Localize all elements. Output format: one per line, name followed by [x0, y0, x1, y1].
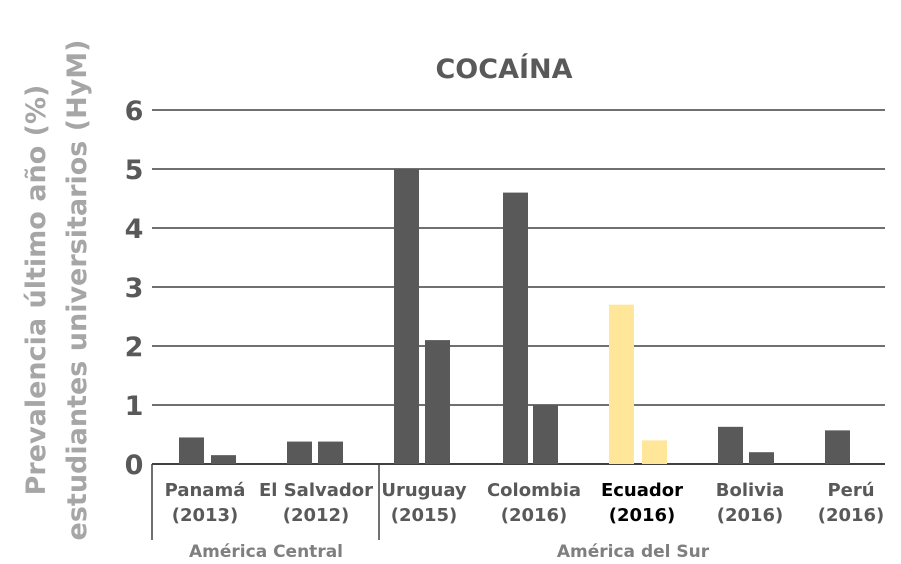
- bar-panamá-b: [211, 455, 236, 464]
- bar-uruguay-b: [425, 340, 450, 464]
- y-axis-title-line1: Prevalencia último año (%): [21, 85, 52, 496]
- x-category-label: Perú: [827, 480, 874, 501]
- bar-panamá-a: [179, 437, 204, 464]
- x-category-year: (2016): [818, 505, 885, 526]
- chart-title: COCAÍNA: [435, 53, 572, 85]
- y-tick-label: 3: [125, 273, 144, 304]
- x-category-label: Ecuador: [601, 480, 683, 501]
- x-category-year: (2016): [609, 505, 676, 526]
- x-category-label: Colombia: [487, 480, 581, 501]
- x-axis: Panamá (2013) El Salvador (2012) Uruguay (201…: [151, 464, 885, 562]
- group-label: América del Sur: [557, 542, 710, 562]
- bar-colombia-b: [533, 405, 558, 464]
- bar-colombia-a: [503, 192, 528, 464]
- bar-el-salvador-a: [287, 441, 312, 464]
- bar-bolivia-a: [718, 426, 743, 464]
- y-tick-label: 5: [125, 155, 144, 186]
- x-category-year: (2013): [172, 505, 239, 526]
- x-category-year: (2012): [283, 505, 350, 526]
- bar-uruguay-a: [394, 169, 419, 464]
- x-category-year: (2016): [501, 505, 568, 526]
- y-axis-title-line2: estudiantes universitarios (HyM): [62, 40, 93, 541]
- y-tick-label: 6: [125, 96, 144, 127]
- y-tick-label: 0: [125, 450, 144, 481]
- bar-bolivia-b: [749, 452, 774, 464]
- x-category-label: Uruguay: [381, 480, 467, 501]
- y-tick-labels: 0 1 2 3 4 5 6: [125, 96, 144, 481]
- x-category-year: (2015): [391, 505, 458, 526]
- group-label: América Central: [189, 542, 343, 562]
- bar-perú-a: [825, 430, 850, 464]
- bar-el-salvador-b: [318, 441, 343, 464]
- bar-ecuador-a: [609, 304, 634, 464]
- y-tick-label: 1: [125, 391, 144, 422]
- x-category-label: Bolivia: [716, 480, 784, 501]
- bar-ecuador-b: [642, 440, 667, 464]
- y-tick-label: 2: [125, 332, 144, 363]
- x-category-label: El Salvador: [259, 480, 373, 501]
- x-category-year: (2016): [717, 505, 784, 526]
- y-tick-label: 4: [125, 214, 144, 245]
- bars: [179, 169, 850, 464]
- x-category-label: Panamá: [165, 480, 246, 501]
